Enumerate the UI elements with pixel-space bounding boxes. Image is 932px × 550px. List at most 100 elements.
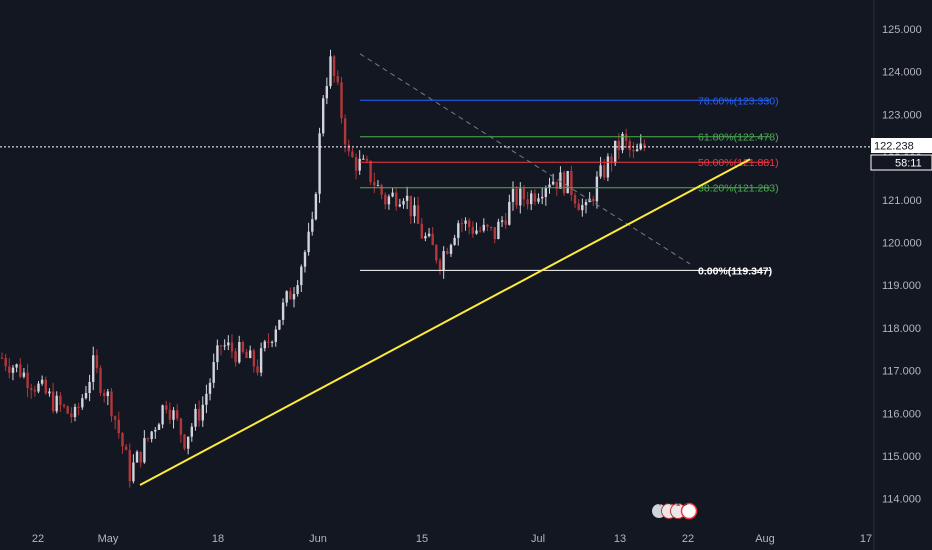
candle: [635, 143, 639, 152]
y-tick-label: 114.000: [882, 494, 921, 506]
fibonacci-retracement[interactable]: 78.60%(123.330) 61.80%(122.478) 50.00%(121…: [360, 95, 779, 277]
candle: [132, 454, 135, 484]
candle: [475, 222, 478, 235]
candle: [238, 335, 241, 364]
candle: [81, 394, 84, 410]
candle: [124, 444, 128, 451]
yellow-trendline[interactable]: [139, 158, 751, 486]
candle: [486, 223, 489, 232]
candle: [387, 194, 391, 210]
candle: [395, 188, 398, 211]
candle: [384, 192, 387, 210]
candle: [544, 185, 547, 206]
dashed-trendline[interactable]: [359, 53, 691, 265]
y-tick-label: 120.000: [882, 238, 922, 250]
candle: [256, 359, 259, 376]
x-tick-label: 18: [212, 533, 224, 545]
candle: [329, 49, 332, 89]
candle: [442, 246, 445, 279]
candle: [245, 349, 248, 359]
candle: [216, 339, 219, 370]
candle: [296, 280, 299, 297]
candle: [424, 232, 427, 242]
candle: [318, 127, 321, 203]
candles: [0, 49, 646, 488]
x-tick-label: May: [98, 533, 119, 545]
candle: [533, 189, 537, 206]
y-tick-label: 119.000: [882, 280, 921, 292]
candle: [30, 383, 33, 399]
price-axis[interactable]: 125.000124.000123.000122.000121.000120.0…: [882, 24, 922, 506]
candle: [420, 218, 423, 239]
candle: [446, 247, 449, 255]
x-axis[interactable]: 22 May 18 Jun 15 Jul 13 22 Aug 17: [32, 533, 872, 545]
candle: [15, 363, 18, 373]
candle: [493, 227, 496, 244]
candle: [252, 348, 256, 373]
candle: [453, 234, 456, 246]
x-tick-label: 13: [614, 533, 626, 545]
candle: [223, 339, 226, 351]
x-tick-label: 15: [416, 533, 428, 545]
candle: [369, 160, 372, 186]
candle: [457, 220, 460, 246]
candle: [332, 55, 336, 83]
candle: [559, 166, 562, 189]
candle: [8, 358, 11, 379]
candle: [168, 402, 172, 424]
candle: [128, 443, 131, 488]
candle: [70, 407, 73, 424]
candle: [632, 142, 635, 159]
candle: [606, 153, 610, 182]
fib-level-label: 0.00%(119.347): [698, 265, 772, 277]
candle: [197, 400, 201, 427]
candle: [135, 450, 139, 463]
candle: [292, 287, 296, 308]
candle: [106, 389, 109, 406]
candle: [121, 431, 124, 454]
candle: [205, 384, 208, 414]
candle: [504, 213, 507, 229]
candle: [581, 198, 584, 217]
candle: [99, 365, 102, 397]
candle: [427, 228, 431, 238]
x-tick-label: Jul: [531, 533, 545, 545]
price-badge-price: 122.238: [874, 141, 914, 153]
x-tick-label: 22: [682, 533, 694, 545]
candle: [482, 218, 485, 233]
candle: [227, 335, 230, 351]
candle: [176, 404, 179, 421]
candle: [267, 333, 270, 348]
candle: [311, 211, 314, 236]
candle: [376, 180, 380, 187]
candle: [66, 405, 69, 415]
current-price-badge: 122.238 58:11: [870, 138, 932, 171]
candle: [624, 128, 628, 149]
candle: [183, 433, 186, 451]
fib-level-label: 50.00%(121.881): [698, 157, 779, 169]
candle: [508, 194, 511, 226]
candle: [584, 199, 588, 214]
candle: [241, 340, 245, 354]
candle: [208, 378, 212, 401]
candle: [234, 348, 237, 367]
candle: [187, 436, 190, 455]
candle: [154, 427, 157, 439]
event-badge-4[interactable]: [680, 502, 698, 520]
candle: [92, 346, 95, 391]
candle: [464, 217, 467, 231]
candle: [150, 430, 153, 443]
y-tick-label: 116.000: [882, 408, 921, 420]
candle: [351, 147, 354, 158]
candle: [77, 402, 80, 416]
candle: [249, 345, 252, 359]
candle: [55, 391, 58, 414]
candle: [303, 249, 307, 273]
candle: [431, 227, 434, 246]
x-tick-label: Jun: [309, 533, 327, 545]
candle: [95, 349, 99, 374]
candle: [340, 77, 343, 124]
candle: [110, 388, 113, 422]
event-badges[interactable]: 4 4 1 3: [651, 498, 698, 520]
